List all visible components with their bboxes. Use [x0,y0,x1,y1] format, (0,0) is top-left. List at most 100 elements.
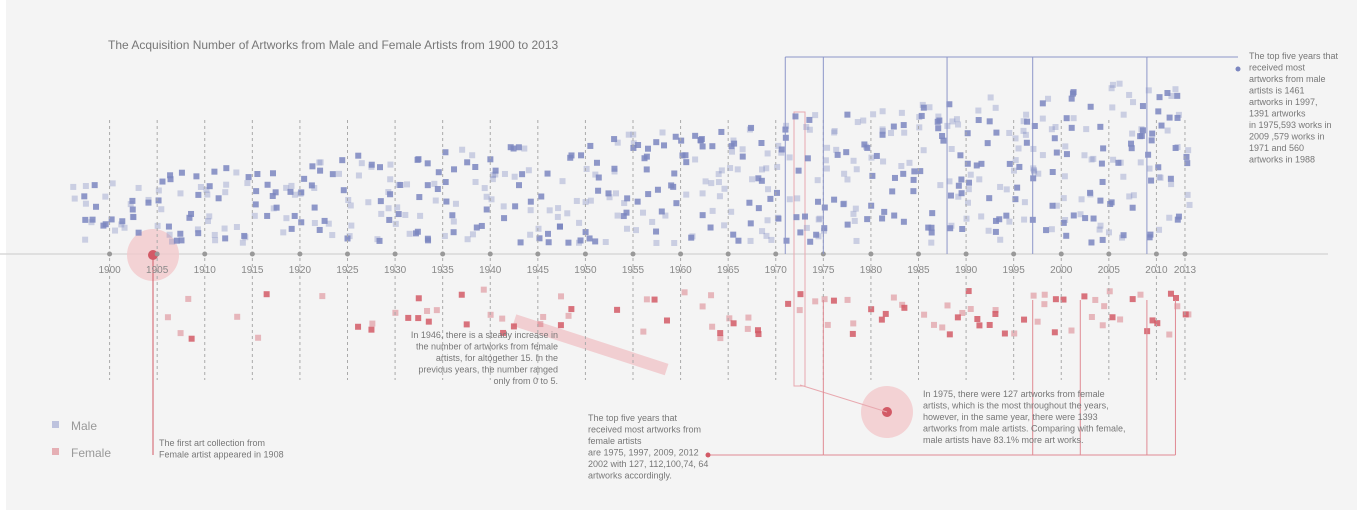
male-square [193,173,200,180]
male-square [662,212,669,219]
legend-label: Male [71,419,97,433]
male-square [206,213,213,220]
male-square [718,167,725,174]
male-square [1063,232,1070,239]
female-square [797,291,804,298]
male-square [155,187,162,194]
male-square [786,196,793,203]
male-square [1172,144,1179,151]
male-square [212,237,219,244]
male-square [308,182,315,189]
male-square [450,229,457,236]
male-square [821,204,828,211]
male-square [1031,122,1038,129]
male-square [241,232,248,239]
male-square [939,132,946,139]
male-square [515,144,522,151]
female-square [755,331,762,338]
male-square [731,140,738,147]
male-square [501,170,508,177]
male-square [692,156,699,163]
male-square [1061,173,1068,180]
male-square [348,222,355,229]
male-square [814,177,821,184]
male-square [782,134,789,141]
male-square [901,129,908,136]
male-square [739,146,746,153]
male-square [755,175,762,182]
male-square [1012,157,1019,164]
male-square [1120,173,1127,180]
annotation: in 1975,593 works in [1249,120,1332,130]
male-square [748,124,755,131]
annotation: 2009 ,579 works in [1249,132,1325,142]
male-square [1157,174,1164,181]
male-square [483,206,490,213]
male-square [936,117,943,124]
male-square [1156,174,1163,181]
male-square [1175,213,1182,220]
male-square [634,198,641,205]
male-square [783,122,790,129]
annotation: The first art collection from [159,438,265,448]
male-square [821,225,828,232]
male-square [708,180,715,187]
male-square [490,172,497,179]
male-square [767,195,774,202]
male-square [527,231,534,238]
female-square [796,307,803,314]
male-square [850,210,857,217]
annotation: Female artist appeared in 1908 [159,450,284,460]
male-square [928,229,935,236]
male-square [245,174,252,181]
male-square [178,169,185,176]
male-square [605,190,612,197]
bullet [1235,66,1241,72]
male-square [728,208,735,215]
male-square [1158,122,1165,129]
male-square [317,159,324,166]
female-square [992,307,999,314]
male-square [611,165,618,172]
male-square [404,181,411,188]
male-square [630,140,637,147]
male-square [1090,215,1097,222]
tick-dot [678,251,684,257]
female-square [1167,290,1174,297]
x-tick-label: 1945 [527,265,550,276]
male-square [975,107,982,114]
male-square [955,182,962,189]
male-square [145,199,152,206]
tick-dot [1106,251,1112,257]
male-square [1051,135,1058,142]
male-square [195,230,202,237]
male-square [459,146,466,153]
male-square [898,163,905,170]
male-square [288,225,295,232]
x-tick-label: 1905 [146,265,169,276]
male-square [595,187,602,194]
male-square [415,156,422,163]
male-square [488,196,495,203]
male-square [82,216,89,223]
male-square [831,128,838,135]
female-square [1068,327,1075,334]
male-square [992,217,999,224]
male-square [775,215,782,222]
male-square [910,176,917,183]
female-square [726,315,733,322]
male-square [1078,196,1085,203]
male-square [709,207,716,214]
male-square [1087,191,1094,198]
x-tick-label: 1930 [384,265,407,276]
x-tick-label: 1940 [479,265,502,276]
male-square [81,193,88,200]
male-square [556,223,563,230]
male-square [774,163,781,170]
male-square [368,161,375,168]
chart-title: The Acquisition Number of Artworks from … [108,38,559,52]
male-square [159,178,166,185]
male-square [689,233,696,240]
male-square [698,136,705,143]
male-square [778,149,785,156]
